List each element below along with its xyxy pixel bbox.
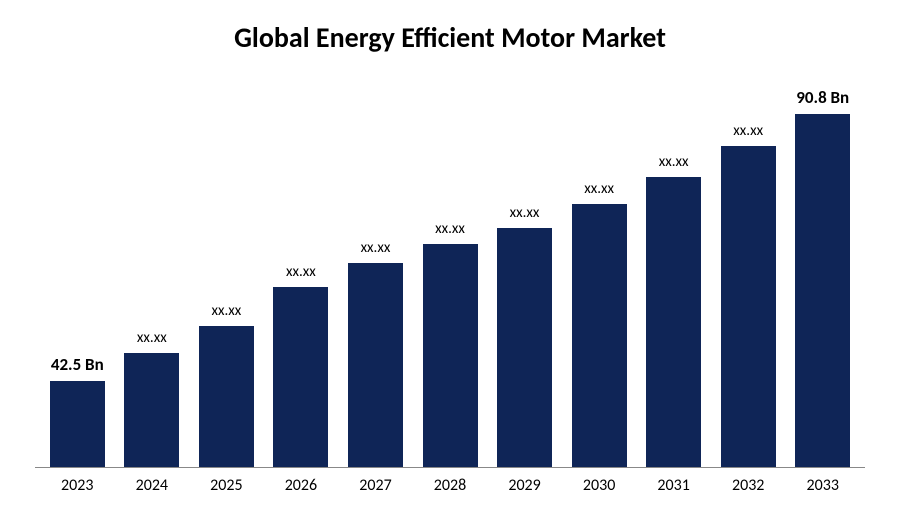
- bar-group: 90.8 Bn: [785, 75, 860, 467]
- x-axis-label: 2031: [636, 476, 711, 495]
- bar-value-label: xx.xx: [584, 180, 614, 198]
- bar: [348, 263, 403, 467]
- bar-value-label: xx.xx: [361, 239, 391, 257]
- x-axis-label: 2026: [264, 476, 339, 495]
- bar: [124, 353, 179, 467]
- chart-title: Global Energy Efficient Motor Market: [35, 20, 865, 55]
- x-axis-label: 2033: [785, 476, 860, 495]
- bar-value-label: 90.8 Bn: [796, 87, 849, 108]
- bar-value-label: xx.xx: [733, 122, 763, 140]
- bar-group: xx.xx: [562, 75, 637, 467]
- bar-value-label: xx.xx: [435, 220, 465, 238]
- x-axis-label: 2029: [487, 476, 562, 495]
- bar-value-label: xx.xx: [137, 329, 167, 347]
- bar: [572, 204, 627, 467]
- bar-group: xx.xx: [711, 75, 786, 467]
- x-axis-label: 2027: [338, 476, 413, 495]
- x-axis-label: 2028: [413, 476, 488, 495]
- bar-value-label: 42.5 Bn: [51, 354, 104, 375]
- x-axis-label: 2030: [562, 476, 637, 495]
- x-axis-label: 2032: [711, 476, 786, 495]
- x-axis: 2023202420252026202720282029203020312032…: [35, 468, 865, 495]
- bar-value-label: xx.xx: [286, 263, 316, 281]
- chart-container: Global Energy Efficient Motor Market 42.…: [0, 0, 900, 525]
- x-axis-label: 2025: [189, 476, 264, 495]
- bar-value-label: xx.xx: [659, 153, 689, 171]
- bar-group: 42.5 Bn: [40, 75, 115, 467]
- bar-group: xx.xx: [338, 75, 413, 467]
- plot-area: 42.5 Bn xx.xx xx.xx xx.xx xx.xx xx.xx xx.xx xx.…: [35, 75, 865, 468]
- bar-group: xx.xx: [487, 75, 562, 467]
- bar-group: xx.xx: [189, 75, 264, 467]
- bar: [423, 244, 478, 467]
- bar-group: xx.xx: [115, 75, 190, 467]
- bar: [273, 287, 328, 467]
- bar: [646, 177, 701, 467]
- bar-group: xx.xx: [264, 75, 339, 467]
- x-axis-label: 2024: [115, 476, 190, 495]
- bar-group: xx.xx: [636, 75, 711, 467]
- bar: [497, 228, 552, 467]
- bar: [199, 326, 254, 467]
- bar: [721, 146, 776, 467]
- bar: [50, 381, 105, 467]
- bar: [795, 114, 850, 467]
- bar-value-label: xx.xx: [211, 302, 241, 320]
- bar-group: xx.xx: [413, 75, 488, 467]
- bar-value-label: xx.xx: [510, 204, 540, 222]
- x-axis-label: 2023: [40, 476, 115, 495]
